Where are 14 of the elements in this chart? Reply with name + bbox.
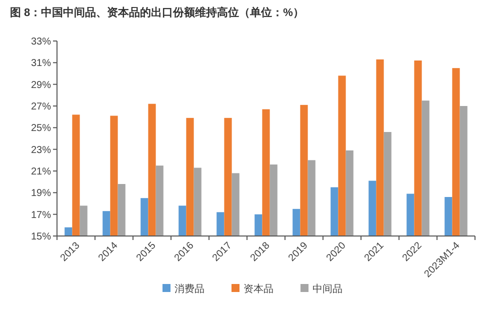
y-tick-label: 29% <box>30 80 52 91</box>
y-tick-label: 33% <box>30 36 52 48</box>
y-tick-label: 23% <box>30 144 52 156</box>
legend-label: 资本品 <box>244 283 274 295</box>
y-tick-label: 21% <box>30 166 52 178</box>
legend-label: 中间品 <box>312 283 342 295</box>
y-tick-label: 27% <box>30 102 52 112</box>
legend-label: 消费品 <box>174 283 204 295</box>
y-tick-label: 31% <box>30 58 52 70</box>
y-tick-label: 25% <box>30 123 52 134</box>
chart-title: 图 8：中国中间品、资本品的出口份额维持高位（单位：%） <box>10 6 304 19</box>
y-tick-label: 17% <box>30 210 52 221</box>
y-tick-label: 19% <box>30 188 52 200</box>
y-tick-label: 15% <box>30 232 52 242</box>
